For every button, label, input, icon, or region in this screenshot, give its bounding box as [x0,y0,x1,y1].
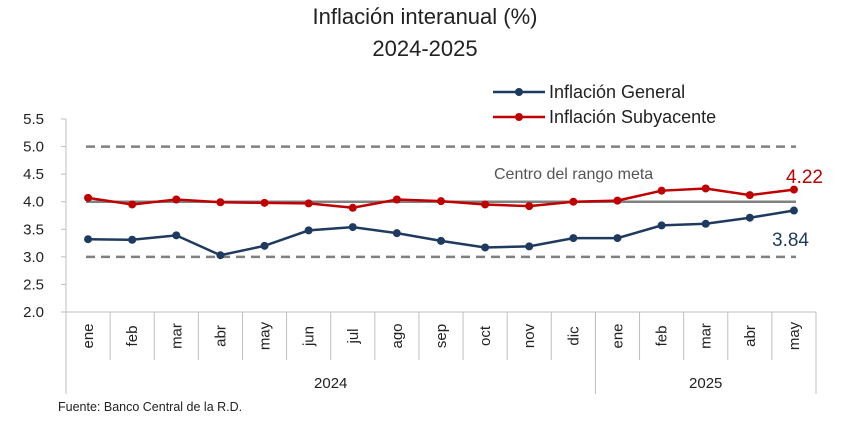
series-line [88,209,795,257]
data-point [657,186,666,195]
data-point [745,191,754,200]
y-tick-label: 2.5 [23,276,44,293]
data-point [260,198,269,207]
data-point [348,223,357,232]
legend-marker [515,88,523,96]
x-tick-label: may [786,321,803,350]
data-point [657,221,666,230]
data-point [745,213,754,222]
data-point [216,198,225,207]
data-point [437,236,445,245]
data-point [304,226,313,235]
target-annotation: Centro del rango meta [494,166,653,183]
chart-title: Inflación interanual (%) [312,4,538,29]
y-tick-label: 4.5 [23,166,44,183]
data-point [216,251,225,260]
data-point [525,202,534,211]
x-tick-label: jun [301,326,318,347]
data-point [172,231,181,240]
y-tick-label: 5.0 [23,139,44,156]
data-point [84,235,93,244]
x-tick-label: mar [168,323,185,349]
x-tick-label: sep [433,324,450,348]
data-point [128,235,137,244]
y-tick-label: 3.5 [23,221,44,238]
data-point [789,185,798,194]
data-point [569,197,578,206]
x-tick-label: abr [212,325,229,347]
y-tick-label: 3.0 [23,249,44,266]
data-point [260,241,269,250]
end-value-label: 3.84 [772,230,809,251]
x-tick-label: ene [80,323,97,348]
data-point [392,195,401,204]
x-tick-label: jul [345,328,362,344]
legend-marker [515,113,523,121]
data-point [525,242,534,251]
data-point [701,184,710,193]
legend-label: Inflación Subyacente [549,107,716,127]
data-point [84,193,93,202]
data-point [348,203,357,212]
x-tick-label: nov [521,323,538,348]
data-point [613,234,622,243]
x-tick-label: mar [698,323,715,349]
x-tick-label: feb [654,326,671,347]
data-point [172,195,181,204]
x-tick-label: ene [609,323,626,348]
x-tick-label: abr [742,325,759,347]
year-label: 2024 [314,375,347,392]
end-value-label: 4.22 [786,167,823,188]
y-tick-label: 4.0 [23,194,44,211]
x-tick-label: feb [124,326,141,347]
x-tick-label: ago [389,323,406,348]
data-point [569,234,578,243]
data-point [481,200,490,209]
data-point [304,199,313,208]
data-point [613,196,622,205]
x-tick-label: oct [477,325,494,346]
chart-subtitle: 2024-2025 [372,36,478,61]
data-point [701,219,710,228]
x-tick-label: dic [565,326,582,346]
legend-label: Inflación General [549,82,685,102]
data-point [481,243,490,252]
data-point [437,197,445,206]
x-tick-label: may [257,321,274,350]
data-point [392,229,401,238]
data-point [128,200,137,209]
y-tick-label: 5.5 [23,111,44,128]
source-note: Fuente: Banco Central de la R.D. [58,400,243,414]
y-tick-label: 2.0 [23,304,44,321]
data-point [789,206,798,215]
year-label: 2025 [689,375,722,392]
